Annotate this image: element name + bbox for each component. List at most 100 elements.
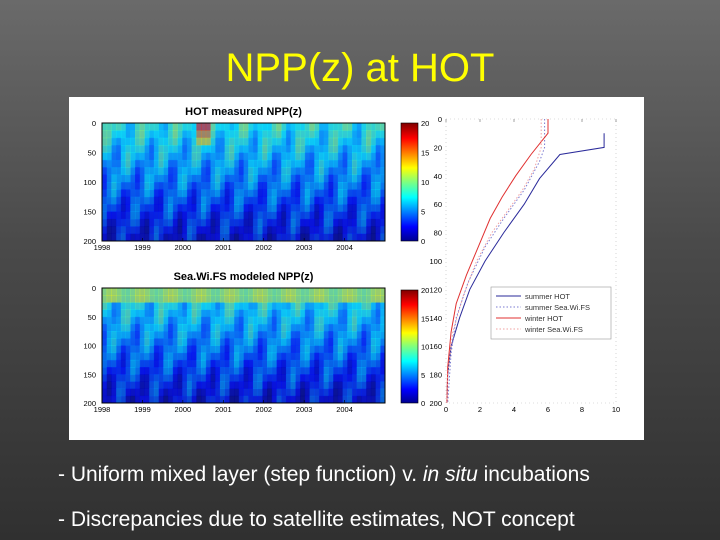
heatmap-cell <box>267 388 273 397</box>
heatmap-cell <box>205 167 211 176</box>
heatmap-cell <box>219 226 226 235</box>
heatmap-y-tick-label: 150 <box>83 208 96 217</box>
heatmap-cell <box>281 331 287 339</box>
heatmap-cell <box>238 367 244 375</box>
heatmap-cell <box>300 345 306 354</box>
heatmap-cell <box>243 130 249 139</box>
heatmap-cell <box>337 233 343 242</box>
heatmap-cell <box>300 359 306 368</box>
heatmap-cell <box>191 388 197 397</box>
colorbar-tick-label: 10 <box>421 343 429 352</box>
heatmap-cell <box>276 309 282 318</box>
heatmap-cell <box>267 352 273 361</box>
heatmap-cell <box>248 295 254 303</box>
heatmap-cell <box>356 388 362 397</box>
heatmap-cell <box>210 388 216 397</box>
heatmap-cell <box>238 152 244 161</box>
heatmap-cell <box>238 288 244 296</box>
heatmap-cell <box>271 316 277 325</box>
heatmap-cell <box>111 218 117 227</box>
heatmap-cell <box>375 295 381 303</box>
heatmap-cell <box>139 182 145 190</box>
heatmap-cell <box>285 152 292 161</box>
heatmap-cell <box>191 137 197 146</box>
heatmap-cell <box>380 302 386 310</box>
heatmap-cell <box>224 338 230 346</box>
heatmap-cell <box>328 211 334 220</box>
heatmap-cell <box>210 204 216 212</box>
heatmap-cell <box>153 137 159 146</box>
heatmap-cell <box>196 174 202 183</box>
heatmap-cell <box>229 381 235 390</box>
heatmap-cell <box>262 309 268 318</box>
heatmap-cell <box>149 352 155 361</box>
heatmap-cell <box>281 388 287 397</box>
heatmap-cell <box>234 167 240 176</box>
heatmap-cell <box>186 196 193 205</box>
heatmap-cell <box>153 302 159 310</box>
heatmap-cell <box>300 189 306 198</box>
heatmap-cell <box>380 295 386 303</box>
heatmap-cell <box>130 352 136 361</box>
heatmap-cell <box>120 338 126 346</box>
heatmap-cell <box>168 182 174 190</box>
heatmap-cell <box>347 323 353 332</box>
profile-y-tick-label: 60 <box>434 200 442 209</box>
heatmap-cell <box>323 338 329 346</box>
heatmap-cell <box>182 345 188 354</box>
heatmap-title: HOT measured NPP(z) <box>185 106 302 118</box>
heatmap-cell <box>186 388 193 397</box>
heatmap-cell <box>106 152 112 161</box>
heatmap-cell <box>361 233 367 242</box>
heatmap-cell <box>375 359 381 368</box>
heatmap-cell <box>309 137 315 146</box>
heatmap-cell <box>219 395 226 404</box>
heatmap-cell <box>361 137 367 146</box>
heatmap-cell <box>318 288 325 296</box>
heatmap-cell <box>163 388 169 397</box>
heatmap-cell <box>366 174 372 183</box>
heatmap-cell <box>205 323 211 332</box>
heatmap-cell <box>111 352 117 361</box>
heatmap-cell <box>361 123 367 131</box>
profile-x-tick-label: 6 <box>546 405 550 414</box>
heatmap-cell <box>205 388 211 397</box>
heatmap-cell <box>262 352 268 361</box>
heatmap-cell <box>120 152 126 161</box>
heatmap-cell <box>257 130 263 139</box>
heatmap-cell <box>314 211 320 220</box>
heatmap-cell <box>323 345 329 354</box>
heatmap-cell <box>252 316 259 325</box>
heatmap-cell <box>135 288 141 296</box>
heatmap-cell <box>177 218 183 227</box>
heatmap-cell <box>318 204 325 212</box>
heatmap-cell <box>205 359 211 368</box>
heatmap-cell <box>295 159 301 168</box>
heatmap-cell <box>252 182 259 190</box>
heatmap-cell <box>120 388 126 397</box>
heatmap-cell <box>328 167 334 176</box>
heatmap-cell <box>267 316 273 325</box>
heatmap-cell <box>102 359 108 368</box>
heatmap-cell <box>375 196 381 205</box>
heatmap-cell <box>314 226 320 235</box>
heatmap-cell <box>191 130 197 139</box>
heatmap-cell <box>347 395 353 404</box>
heatmap-y-tick-label: 50 <box>88 313 96 322</box>
heatmap-cell <box>380 137 386 146</box>
heatmap-cell <box>102 323 108 332</box>
heatmap-cell <box>356 233 362 242</box>
heatmap-cell <box>130 130 136 139</box>
heatmap-cell <box>328 367 334 375</box>
heatmap-cell <box>314 152 320 161</box>
heatmap-cell <box>196 302 202 310</box>
heatmap-cell <box>116 352 122 361</box>
heatmap-cell <box>144 309 150 318</box>
heatmap-cell <box>168 309 174 318</box>
heatmap-cell <box>224 388 230 397</box>
heatmap-cell <box>370 130 376 139</box>
heatmap-cell <box>219 323 226 332</box>
heatmap-cell <box>370 323 376 332</box>
heatmap-cell <box>186 204 193 212</box>
